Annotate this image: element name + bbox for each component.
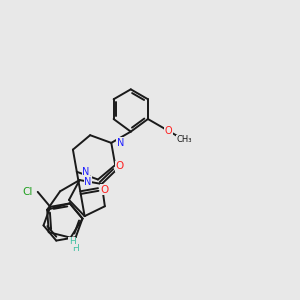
Text: O: O bbox=[165, 126, 172, 136]
Text: N: N bbox=[117, 138, 124, 148]
Text: O: O bbox=[116, 161, 124, 172]
Text: Cl: Cl bbox=[22, 187, 32, 197]
Text: N: N bbox=[82, 167, 89, 177]
Text: N: N bbox=[84, 177, 92, 187]
Text: O: O bbox=[101, 185, 109, 195]
Text: H: H bbox=[69, 237, 76, 246]
Text: CH₃: CH₃ bbox=[176, 135, 192, 144]
Text: H: H bbox=[72, 244, 78, 253]
